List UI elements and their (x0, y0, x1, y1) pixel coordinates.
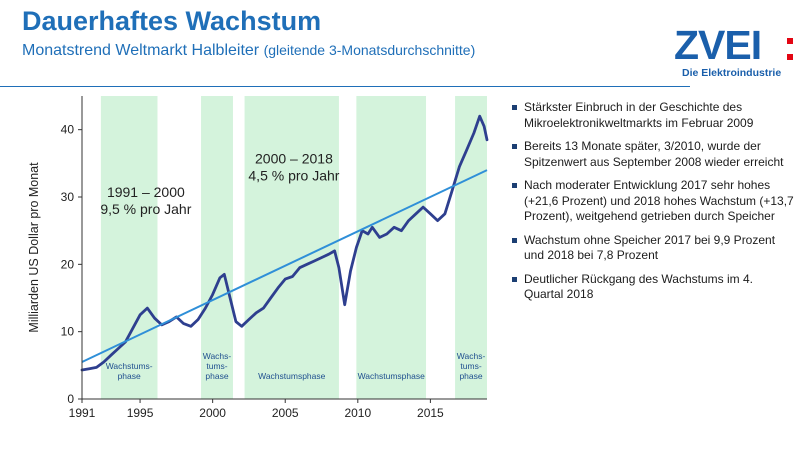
chart-axes: 0 10 20 30 40 1991 1995 2000 2005 2010 2015 (61, 96, 487, 420)
annotation-line: 9,5 % pro Jahr (100, 201, 191, 217)
band-label-line: tums- (206, 361, 227, 371)
y-tick-label: 30 (61, 190, 75, 204)
subtitle-note: (gleitende 3-Monatsdurchschnitte) (263, 42, 476, 58)
growth-band (201, 96, 233, 399)
x-tick-label: 2005 (272, 406, 299, 420)
page-title: Dauerhaftes Wachstum (22, 6, 322, 36)
band-label-line: phase (118, 371, 141, 381)
monthly-market-line (80, 114, 489, 372)
logo-tagline: Die Elektroindustrie (682, 67, 782, 79)
band-label-line: Wachs- (457, 351, 486, 361)
growth-band-label: Wachs-tums-phase (203, 351, 232, 381)
logo-accent-icon (787, 30, 793, 66)
bullet-item: Stärkster Einbruch in der Geschichte des… (510, 100, 795, 131)
growth-band (100, 96, 158, 399)
x-tick-label: 2015 (417, 406, 444, 420)
y-tick-label: 0 (67, 392, 74, 406)
subtitle-main: Monatstrend Weltmarkt Halbleiter (22, 42, 260, 59)
y-tick-label: 20 (61, 257, 75, 271)
logo-wordmark: ZVEI (674, 22, 762, 68)
y-tick-label: 40 (61, 123, 75, 137)
x-tick-label: 2010 (344, 406, 371, 420)
band-label-line: Wachstumsphase (358, 371, 426, 381)
annotation-line: 1991 – 2000 (107, 184, 185, 200)
growth-bands (100, 96, 487, 399)
x-tick-label: 1995 (127, 406, 154, 420)
chart-annotation: 2000 – 2018 4,5 % pro Jahr (248, 150, 339, 183)
page-subtitle: Monatstrend Weltmarkt Halbleiter (gleite… (22, 42, 475, 60)
bullet-list: Stärkster Einbruch in der Geschichte des… (510, 100, 795, 311)
band-label-line: Wachstumsphase (258, 371, 326, 381)
band-label-line: tums- (460, 361, 481, 371)
chart-annotation: 1991 – 2000 9,5 % pro Jahr (100, 184, 191, 217)
bullet-item: Wachstum ohne Speicher 2017 bei 9,9 Proz… (510, 233, 795, 264)
header-divider (0, 86, 690, 87)
y-tick-label: 10 (61, 325, 75, 339)
y-axis-label: Milliarden US Dollar pro Monat (27, 162, 41, 333)
zvei-logo: ZVEI Die Elektroindustrie (660, 22, 793, 84)
growth-band-label: Wachstumsphase (358, 371, 426, 381)
band-label-line: phase (459, 371, 482, 381)
growth-band-label: Wachs-tums-phase (457, 351, 486, 381)
band-label-line: phase (205, 371, 228, 381)
band-label-line: Wachs- (203, 351, 232, 361)
growth-band (455, 96, 487, 399)
chart-annotations: 1991 – 2000 9,5 % pro Jahr 2000 – 2018 4,5 … (100, 150, 339, 217)
growth-band-label: Wachstums-phase (106, 361, 153, 381)
bullet-item: Bereits 13 Monate später, 3/2010, wurde … (510, 139, 795, 170)
bullet-item: Nach moderater Entwicklung 2017 sehr hoh… (510, 178, 795, 225)
band-label-line: Wachstums- (106, 361, 153, 371)
x-tick-label: 1991 (69, 406, 96, 420)
annotation-line: 2000 – 2018 (255, 150, 333, 166)
bullet-item: Deutlicher Rückgang des Wachstums im 4. … (510, 272, 795, 303)
trend-line (81, 169, 488, 363)
annotation-line: 4,5 % pro Jahr (248, 167, 339, 183)
x-tick-label: 2000 (199, 406, 226, 420)
chart-series (80, 114, 489, 372)
growth-band-label: Wachstumsphase (258, 371, 326, 381)
growth-band (356, 96, 427, 399)
